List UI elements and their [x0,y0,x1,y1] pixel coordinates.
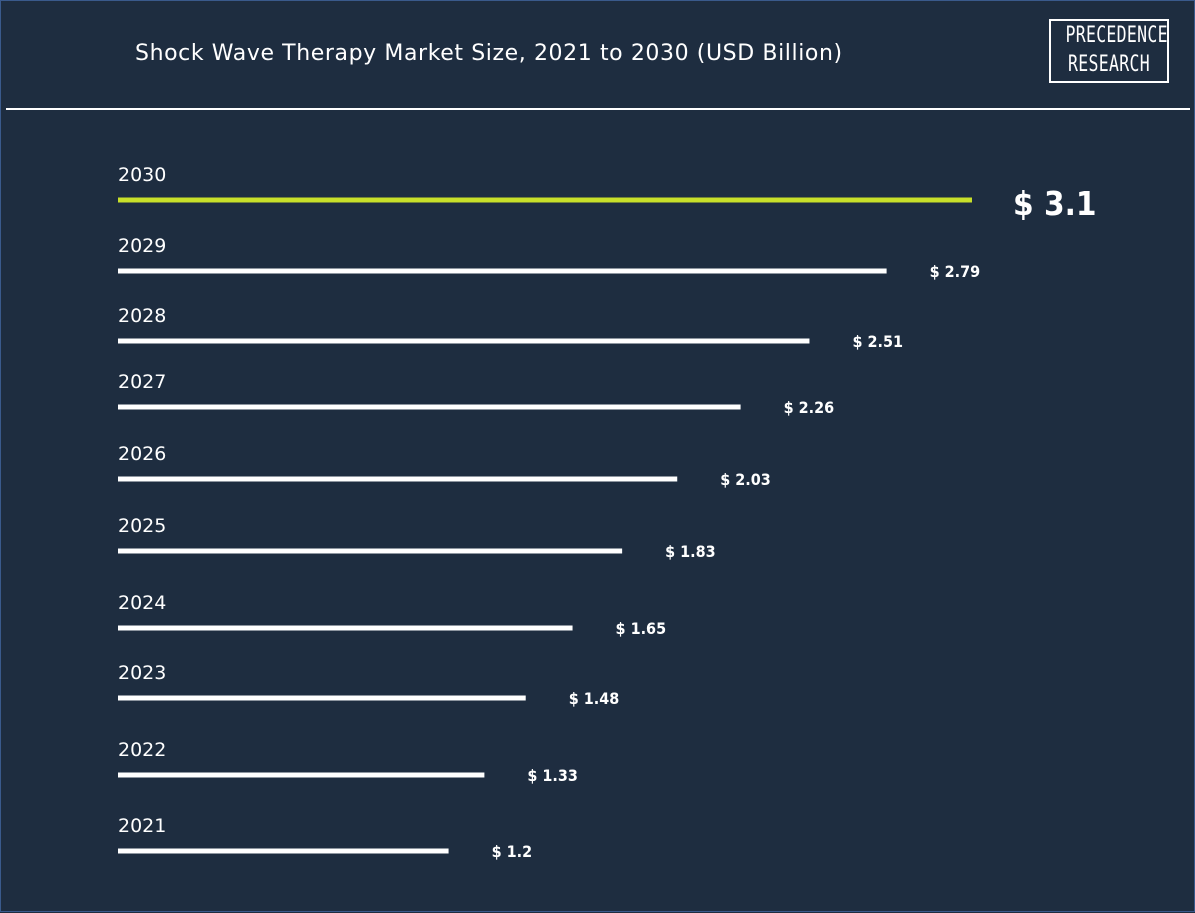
value-label-2026: $ 2.03 [720,470,771,489]
value-label-2022: $ 1.33 [527,766,578,785]
bar-2024 [118,625,573,631]
value-label-2024: $ 1.65 [616,619,667,638]
bar-2022 [118,772,485,778]
year-label-2026: 2026 [118,443,166,465]
bar-2028 [118,338,810,344]
bar-2029 [118,268,887,274]
value-label-2025: $ 1.83 [665,542,716,561]
value-label-2029: $ 2.79 [930,262,981,281]
bar-2026 [118,476,678,482]
bar-2030 [118,197,972,203]
year-label-2029: 2029 [118,235,166,257]
year-label-2025: 2025 [118,515,166,537]
chart-title: Shock Wave Therapy Market Size, 2021 to … [135,41,843,66]
bar-2021 [118,848,449,854]
year-label-2022: 2022 [118,739,166,761]
year-label-2027: 2027 [118,371,166,393]
value-label-2027: $ 2.26 [784,398,835,417]
bar-2023 [118,695,526,701]
header-divider [6,108,1190,110]
bar-2027 [118,404,741,410]
logo-line-1: PRECEDENCE [1065,23,1168,48]
year-label-2021: 2021 [118,815,166,837]
logo-line-2: RESEARCH [1068,52,1150,77]
value-label-2023: $ 1.48 [569,689,620,708]
year-label-2024: 2024 [118,592,166,614]
precedence-research-logo: PRECEDENCE RESEARCH [1049,19,1169,83]
value-label-2021: $ 1.2 [492,842,533,861]
year-label-2023: 2023 [118,662,166,684]
bar-2025 [118,548,623,554]
year-label-2028: 2028 [118,305,166,327]
year-label-2030: 2030 [118,164,166,186]
value-label-2030: $ 3.1 [1013,184,1097,223]
value-label-2028: $ 2.51 [852,332,903,351]
